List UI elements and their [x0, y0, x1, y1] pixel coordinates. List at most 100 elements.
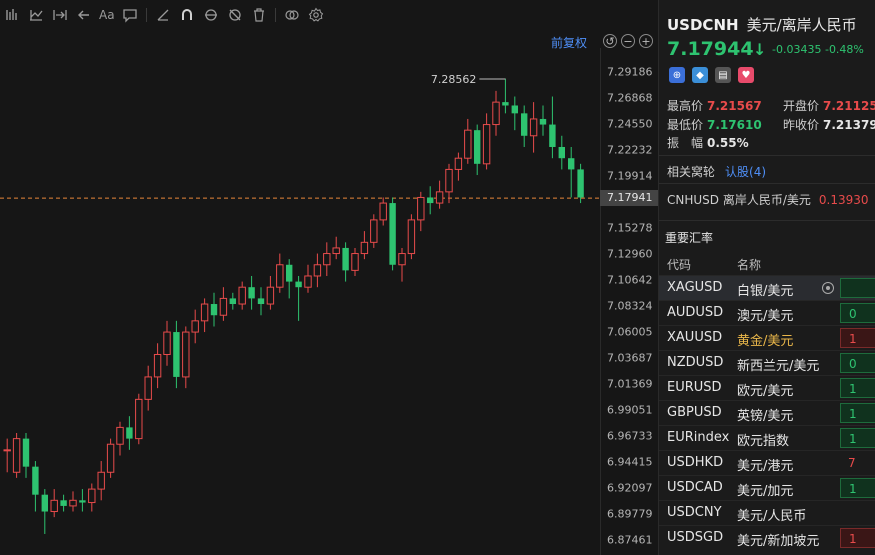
price-tick-label: 6.89779: [607, 507, 653, 521]
candle-body: [313, 264, 322, 277]
candle-body: [407, 219, 416, 255]
candle: [12, 433, 21, 478]
price-tick-label: 7.22232: [607, 143, 653, 157]
candle: [323, 242, 331, 276]
tag-icon[interactable]: ◆: [692, 67, 708, 83]
rate-row[interactable]: EURindex 欧元指数 1: [659, 425, 875, 450]
hide-drawing-icon[interactable]: [227, 7, 243, 23]
zoom-in-icon[interactable]: +: [639, 34, 653, 48]
bar-style-icon[interactable]: [4, 7, 20, 23]
candle: [69, 491, 77, 512]
cross-rate-row[interactable]: CNHUSD 离岸人民币/美元 0.13930: [667, 193, 869, 207]
warrant-link[interactable]: 认股(4): [725, 165, 767, 179]
rate-row[interactable]: GBPUSD 英镑/美元 1: [659, 400, 875, 425]
magnet-icon[interactable]: [179, 7, 195, 23]
candle-body: [558, 146, 565, 159]
rate-name: 新西兰元/美元: [737, 359, 820, 374]
candle-body: [60, 500, 67, 506]
toolbar-divider: [145, 8, 147, 22]
zoom-out-icon[interactable]: −: [621, 34, 635, 48]
candle-body: [153, 353, 162, 378]
candle-body: [191, 320, 199, 333]
candle-body: [398, 253, 406, 266]
candle-body: [266, 286, 275, 305]
rate-name: 英镑/美元: [737, 409, 794, 424]
candle-body: [417, 196, 425, 221]
candle: [144, 365, 152, 411]
candle: [22, 433, 30, 478]
compare-icon[interactable]: [284, 7, 300, 23]
candle: [407, 214, 416, 260]
rate-row[interactable]: AUDUSD 澳元/美元 0: [659, 300, 875, 325]
quote-action-icons: ⊕ ◆ ▤ ♥: [669, 67, 761, 83]
candle-body: [3, 449, 11, 452]
candle-body: [79, 500, 86, 503]
divider: [659, 155, 875, 156]
candle-body: [529, 118, 538, 137]
favorite-heart-icon[interactable]: ♥: [738, 67, 754, 83]
trash-icon[interactable]: [251, 7, 267, 23]
rate-row[interactable]: NZDUSD 新西兰元/美元 0: [659, 350, 875, 375]
rate-row[interactable]: EURUSD 欧元/美元 1: [659, 375, 875, 400]
price-change: -0.03435 -0.48%: [772, 43, 864, 56]
rate-row[interactable]: USDSGD 美元/新加坡元 1: [659, 525, 875, 550]
candle: [79, 489, 86, 512]
rate-row[interactable]: USDCNY 美元/人民币: [659, 500, 875, 525]
candle-body: [502, 102, 509, 106]
text-tool-button[interactable]: Aa: [99, 8, 115, 22]
rate-name: 澳元/美元: [737, 309, 794, 324]
watch-eye-icon[interactable]: [822, 282, 834, 294]
candle: [126, 416, 133, 450]
last-price: 7.17944: [667, 38, 754, 60]
candle: [521, 105, 528, 147]
price-tick-label: 6.87461: [607, 533, 653, 547]
candle-body: [32, 466, 39, 495]
rate-value: [840, 503, 875, 523]
candle: [577, 163, 584, 204]
price-tick-label: 7.03687: [607, 351, 653, 365]
candle: [210, 292, 218, 327]
rate-row[interactable]: XAGUSD 白银/美元: [659, 275, 875, 300]
back-arrow-icon[interactable]: [76, 7, 92, 23]
candlestick-plot[interactable]: 7.28562: [0, 0, 658, 555]
candle: [163, 320, 171, 366]
globe-icon[interactable]: ⊕: [669, 67, 685, 83]
chart-area[interactable]: Aa 前复权 ↺ − + 7.28562 7.29186 7.26868 7.245…: [0, 0, 658, 555]
reset-icon[interactable]: ↺: [603, 34, 617, 48]
candle-body: [97, 471, 105, 490]
candle: [182, 326, 190, 389]
rate-row[interactable]: XAUUSD 黄金/美元 1: [659, 325, 875, 350]
price-tick-label: 7.15278: [607, 221, 653, 235]
adjust-mode-button[interactable]: 前复权: [551, 36, 588, 50]
open-stat: 开盘价 7.21125: [783, 99, 875, 113]
col-code[interactable]: 代码: [667, 258, 692, 272]
toolbar-divider: [274, 8, 276, 22]
line-tool-icon[interactable]: [155, 7, 171, 23]
rate-code: EURUSD: [667, 380, 722, 395]
rates-section-title: 重要汇率: [665, 231, 714, 245]
lock-drawing-icon[interactable]: [203, 7, 219, 23]
candle: [474, 124, 481, 176]
candle-body: [135, 398, 143, 440]
candle: [304, 264, 312, 293]
note-icon[interactable]: ▤: [715, 67, 731, 83]
settings-gear-icon[interactable]: [308, 7, 324, 23]
candle: [88, 483, 96, 512]
candle: [200, 298, 209, 333]
candle: [153, 343, 162, 389]
candle: [568, 146, 575, 198]
candle-body: [435, 191, 444, 204]
candle-body: [549, 124, 556, 147]
comment-icon[interactable]: [122, 7, 138, 23]
rate-name: 欧元指数: [737, 434, 790, 449]
price-tick-label: 7.24550: [607, 117, 653, 131]
rate-row[interactable]: USDCAD 美元/加元 1: [659, 475, 875, 500]
period-icon[interactable]: [52, 7, 68, 23]
candle-body: [342, 247, 349, 271]
rate-row[interactable]: USDHKD 美元/港元 7: [659, 450, 875, 475]
indicator-icon[interactable]: [28, 7, 44, 23]
candle: [97, 461, 105, 501]
col-name[interactable]: 名称: [737, 258, 762, 272]
price-axis[interactable]: [600, 48, 659, 555]
candle-body: [304, 275, 312, 288]
